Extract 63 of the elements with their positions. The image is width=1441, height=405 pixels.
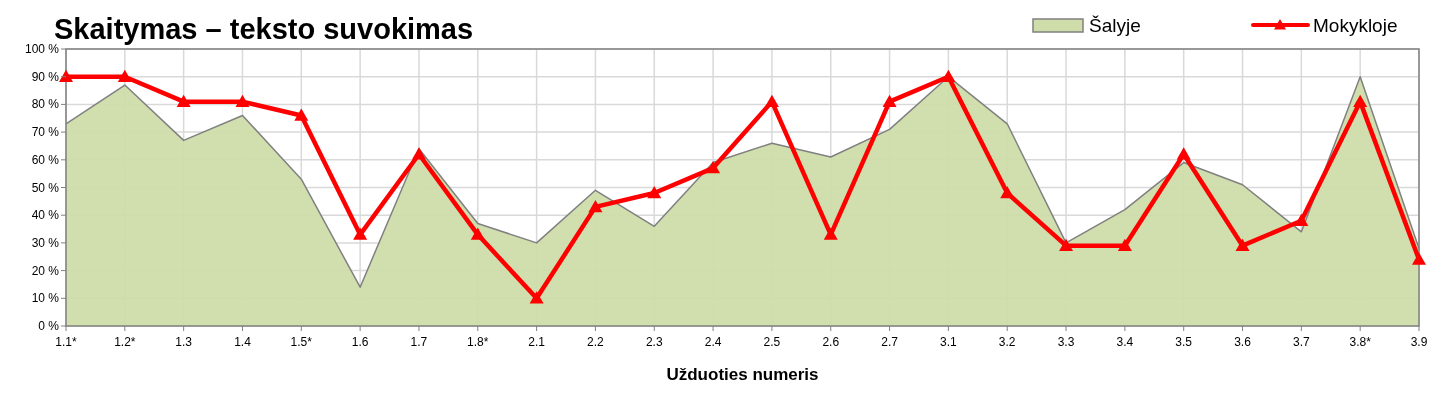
point xyxy=(1412,252,1426,265)
y-tick-label: 0 % xyxy=(38,319,60,333)
x-tick-label: 1.8* xyxy=(467,335,489,349)
point xyxy=(1117,238,1132,251)
x-tick-label: 1.6 xyxy=(351,335,369,349)
y-tick-label: 30 % xyxy=(31,235,60,250)
x-tick-label: 2.4 xyxy=(704,335,722,349)
x-tick-label: 3.8* xyxy=(1349,335,1372,349)
point xyxy=(647,186,662,199)
x-tick-label: 1.3 xyxy=(175,335,193,349)
point xyxy=(353,227,368,240)
point xyxy=(1176,147,1191,160)
x-tick-label: 1.7 xyxy=(410,335,428,349)
y-tick-label: 70 % xyxy=(31,125,60,140)
point xyxy=(59,69,73,82)
legend-label: Šalyje xyxy=(1089,15,1141,36)
y-tick-label: 20 % xyxy=(31,263,60,278)
x-tick-label: 3.5 xyxy=(1175,335,1193,349)
y-tick-label: 100 % xyxy=(24,42,60,56)
x-tick-label: 1.5* xyxy=(290,335,313,349)
point xyxy=(706,161,721,174)
point xyxy=(529,291,544,304)
x-tick-label: 3.3 xyxy=(1057,335,1075,349)
x-tick-label: 1.4 xyxy=(234,335,252,349)
y-tick-label: 80 % xyxy=(31,97,60,112)
y-tick-label: 60 % xyxy=(31,152,60,167)
point xyxy=(1059,238,1074,251)
point xyxy=(176,94,191,107)
point xyxy=(823,227,838,240)
point xyxy=(941,69,956,82)
x-tick-label: 2.2 xyxy=(587,335,605,349)
point xyxy=(764,94,779,107)
point xyxy=(294,108,309,121)
point xyxy=(117,69,132,82)
chart-title: Skaitymas – teksto suvokimas xyxy=(54,13,474,45)
x-tick-label: 2.7 xyxy=(881,335,899,349)
x-tick-label: 2.5 xyxy=(763,335,781,349)
y-tick-label: 10 % xyxy=(31,291,60,306)
point xyxy=(882,94,897,107)
x-tick-label: 3.1 xyxy=(940,335,958,349)
x-axis-title: Užduoties numeris xyxy=(666,365,819,384)
point xyxy=(1353,94,1368,107)
x-tick-label: 3.4 xyxy=(1116,335,1134,349)
point xyxy=(411,147,426,160)
x-tick-label: 2.6 xyxy=(822,335,840,349)
x-tick-label: 3.7 xyxy=(1293,335,1311,349)
y-tick-label: 40 % xyxy=(31,208,60,223)
x-tick-label: 1.2* xyxy=(114,335,136,349)
x-tick-label: 3.9 xyxy=(1410,335,1428,349)
x-tick-label: 3.6 xyxy=(1234,335,1252,349)
point xyxy=(588,199,603,213)
point xyxy=(1294,213,1309,226)
point xyxy=(1000,186,1015,199)
x-tick-label: 2.1 xyxy=(528,335,546,349)
y-tick-label: 50 % xyxy=(31,180,60,195)
legend-label: Mokykloje xyxy=(1313,15,1398,36)
x-tick-label: 2.3 xyxy=(645,335,663,349)
x-tick-label: 3.2 xyxy=(998,335,1016,349)
point xyxy=(470,227,485,240)
point xyxy=(1235,238,1250,251)
x-tick-label: 1.1* xyxy=(55,335,77,349)
y-tick-label: 90 % xyxy=(31,69,60,84)
point xyxy=(235,94,250,107)
